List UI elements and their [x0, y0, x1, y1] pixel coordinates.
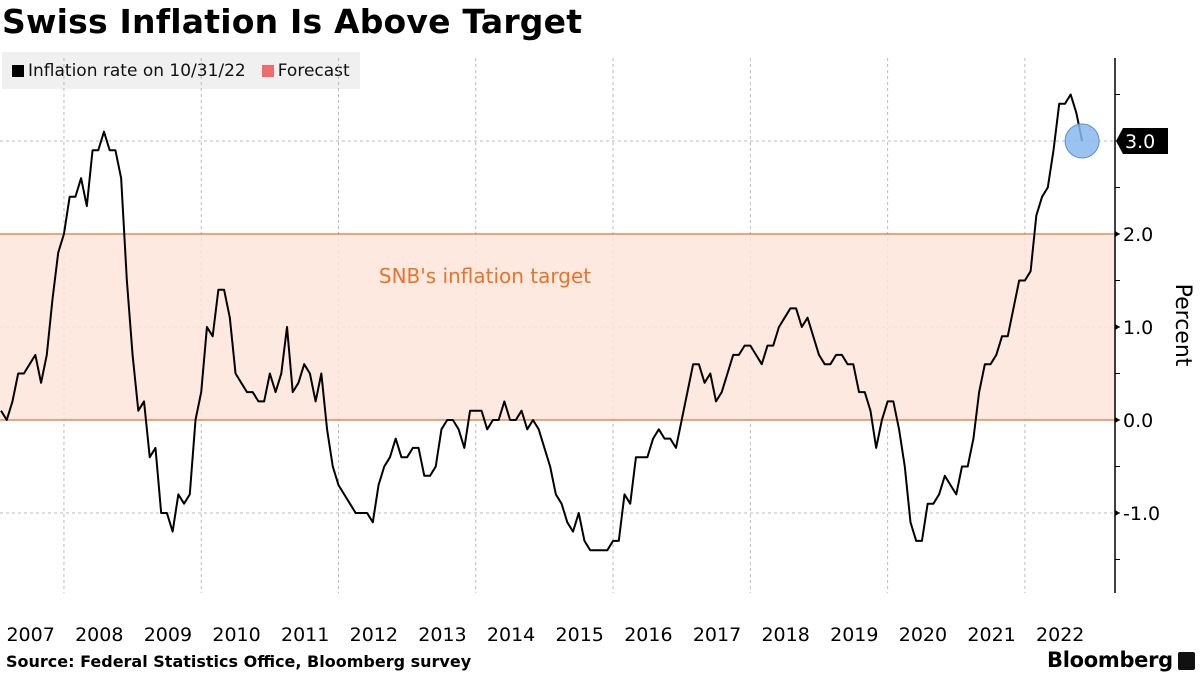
x-tick-label: 2012: [350, 624, 398, 646]
x-tick-label: 2007: [6, 624, 54, 646]
x-tick-label: 2010: [212, 624, 260, 646]
y-tick-label: 0.0: [1123, 410, 1153, 432]
y-axis: -1.0 0.0 1.0 2.0 3.0: [1114, 58, 1168, 593]
chart-title: Swiss Inflation Is Above Target: [2, 2, 583, 41]
y-tick-marker: [1115, 231, 1120, 237]
band-label: SNB's inflation target: [379, 264, 591, 288]
x-axis-labels: 2007 2008 2009 2010 2011 2012 2013 2014 2015 2016…: [6, 624, 1084, 646]
y-tick-marker: [1115, 510, 1120, 516]
y-tick-label: -1.0: [1123, 503, 1160, 525]
bloomberg-logo: Bloomberg: [1047, 648, 1173, 672]
y-tick-marker: [1115, 324, 1120, 330]
x-tick-label: 2020: [899, 624, 947, 646]
x-tick-label: 2021: [967, 624, 1015, 646]
last-value-label: 3.0: [1125, 131, 1155, 153]
gridlines: [0, 58, 1115, 593]
x-tick-label: 2014: [487, 624, 535, 646]
last-value-callout: [1116, 128, 1168, 154]
legend-swatch-inflation: [12, 64, 24, 77]
series-inflation: [0, 93, 1100, 552]
x-tick-label: 2022: [1036, 624, 1084, 646]
legend: Inflation rate on 10/31/22 Forecast: [2, 52, 360, 89]
target-band-fill: [0, 234, 1115, 420]
y-tick-label: 2.0: [1123, 224, 1153, 246]
x-tick-label: 2015: [556, 624, 604, 646]
legend-swatch-forecast: [261, 64, 274, 77]
legend-label-inflation: Inflation rate on 10/31/22: [28, 60, 246, 81]
bloomberg-chart-icon: [1178, 652, 1195, 670]
x-tick-label: 2009: [144, 624, 192, 646]
x-tick-label: 2019: [830, 624, 878, 646]
x-tick-label: 2011: [281, 624, 329, 646]
last-value-marker: [1064, 123, 1100, 159]
legend-label-forecast: Forecast: [277, 60, 350, 81]
target-band: [0, 233, 1115, 421]
x-tick-label: 2013: [418, 624, 466, 646]
y-axis-title: Percent: [1170, 284, 1195, 367]
source-note: Source: Federal Statistics Office, Bloom…: [6, 652, 472, 671]
x-tick-label: 2018: [761, 624, 809, 646]
x-tick-label: 2016: [624, 624, 672, 646]
y-tick-marker: [1115, 417, 1120, 423]
x-tick-label: 2017: [693, 624, 741, 646]
y-tick-label: 1.0: [1123, 317, 1153, 339]
x-tick-label: 2008: [75, 624, 123, 646]
series-line: [0, 93, 1084, 552]
